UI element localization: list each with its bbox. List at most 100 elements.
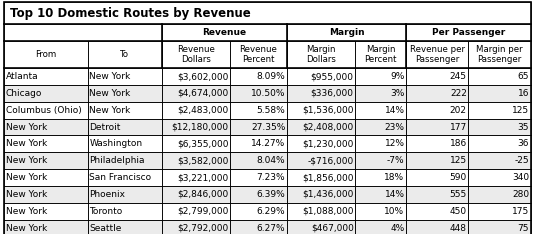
- Text: 16: 16: [518, 89, 529, 98]
- Bar: [355, 68, 406, 85]
- Bar: [4, 152, 88, 169]
- Bar: [4, 24, 162, 41]
- Bar: [406, 169, 469, 186]
- Text: $3,221,000: $3,221,000: [177, 173, 228, 182]
- Text: $2,408,000: $2,408,000: [302, 123, 354, 132]
- Text: 245: 245: [450, 72, 467, 81]
- Text: -$716,000: -$716,000: [308, 156, 354, 165]
- Bar: [162, 220, 230, 234]
- Text: 280: 280: [512, 190, 529, 199]
- Text: New York: New York: [6, 156, 47, 165]
- Text: 125: 125: [512, 106, 529, 115]
- Bar: [230, 85, 287, 102]
- Bar: [287, 220, 355, 234]
- Bar: [162, 135, 230, 152]
- Text: Phoenix: Phoenix: [89, 190, 125, 199]
- Text: 18%: 18%: [384, 173, 404, 182]
- Text: New York: New York: [89, 72, 131, 81]
- Text: Revenue: Revenue: [202, 28, 246, 37]
- Bar: [88, 41, 162, 68]
- Text: 14.27%: 14.27%: [251, 139, 285, 148]
- Text: Seattle: Seattle: [89, 224, 122, 233]
- Text: From: From: [35, 50, 57, 59]
- Bar: [162, 24, 287, 41]
- Text: $1,536,000: $1,536,000: [302, 106, 354, 115]
- Bar: [355, 41, 406, 68]
- Text: Margin: Margin: [328, 28, 364, 37]
- Text: $1,436,000: $1,436,000: [302, 190, 354, 199]
- Bar: [406, 220, 469, 234]
- Text: New York: New York: [6, 207, 47, 216]
- Text: $12,180,000: $12,180,000: [171, 123, 228, 132]
- Text: $4,674,000: $4,674,000: [177, 89, 228, 98]
- Bar: [88, 135, 162, 152]
- Bar: [406, 24, 531, 41]
- Bar: [406, 102, 469, 119]
- Text: 177: 177: [449, 123, 467, 132]
- Text: $2,483,000: $2,483,000: [177, 106, 228, 115]
- Text: $3,602,000: $3,602,000: [177, 72, 228, 81]
- Text: 175: 175: [512, 207, 529, 216]
- Bar: [88, 220, 162, 234]
- Text: $467,000: $467,000: [311, 224, 354, 233]
- Bar: [469, 220, 531, 234]
- Text: New York: New York: [89, 106, 131, 115]
- Text: 555: 555: [449, 190, 467, 199]
- Text: 4%: 4%: [390, 224, 404, 233]
- Bar: [4, 135, 88, 152]
- Text: Per Passenger: Per Passenger: [432, 28, 505, 37]
- Bar: [162, 85, 230, 102]
- Text: 10%: 10%: [384, 207, 404, 216]
- Bar: [162, 186, 230, 203]
- Text: Margin
Dollars: Margin Dollars: [306, 45, 336, 64]
- Text: 125: 125: [449, 156, 467, 165]
- Text: Revenue
Percent: Revenue Percent: [240, 45, 277, 64]
- Bar: [4, 220, 88, 234]
- Text: Chicago: Chicago: [6, 89, 42, 98]
- Bar: [88, 68, 162, 85]
- Bar: [406, 85, 469, 102]
- Bar: [469, 169, 531, 186]
- Bar: [469, 186, 531, 203]
- Text: Columbus (Ohio): Columbus (Ohio): [6, 106, 82, 115]
- Bar: [355, 203, 406, 220]
- Bar: [4, 41, 88, 68]
- Text: -25: -25: [515, 156, 529, 165]
- Text: $1,856,000: $1,856,000: [302, 173, 354, 182]
- Text: 65: 65: [518, 72, 529, 81]
- Text: New York: New York: [6, 139, 47, 148]
- Text: Toronto: Toronto: [89, 207, 123, 216]
- Text: 186: 186: [449, 139, 467, 148]
- Text: 222: 222: [450, 89, 467, 98]
- Bar: [355, 102, 406, 119]
- Text: $2,846,000: $2,846,000: [177, 190, 228, 199]
- Text: 340: 340: [512, 173, 529, 182]
- Bar: [287, 152, 355, 169]
- Bar: [469, 102, 531, 119]
- Bar: [469, 85, 531, 102]
- Text: 35: 35: [518, 123, 529, 132]
- Bar: [355, 119, 406, 135]
- Text: 75: 75: [518, 224, 529, 233]
- Text: 6.39%: 6.39%: [256, 190, 285, 199]
- Bar: [469, 41, 531, 68]
- Text: 36: 36: [518, 139, 529, 148]
- Bar: [406, 135, 469, 152]
- Bar: [88, 85, 162, 102]
- Text: Top 10 Domestic Routes by Revenue: Top 10 Domestic Routes by Revenue: [10, 7, 250, 20]
- Text: San Francisco: San Francisco: [89, 173, 151, 182]
- Text: 6.29%: 6.29%: [257, 207, 285, 216]
- Text: 202: 202: [450, 106, 467, 115]
- Bar: [230, 220, 287, 234]
- Bar: [469, 68, 531, 85]
- Bar: [287, 203, 355, 220]
- Text: Margin per
Passenger: Margin per Passenger: [476, 45, 523, 64]
- Text: 6.27%: 6.27%: [257, 224, 285, 233]
- Text: 448: 448: [450, 224, 467, 233]
- Bar: [287, 135, 355, 152]
- Bar: [162, 102, 230, 119]
- Bar: [4, 85, 88, 102]
- Bar: [469, 152, 531, 169]
- Bar: [287, 24, 406, 41]
- Text: 450: 450: [449, 207, 467, 216]
